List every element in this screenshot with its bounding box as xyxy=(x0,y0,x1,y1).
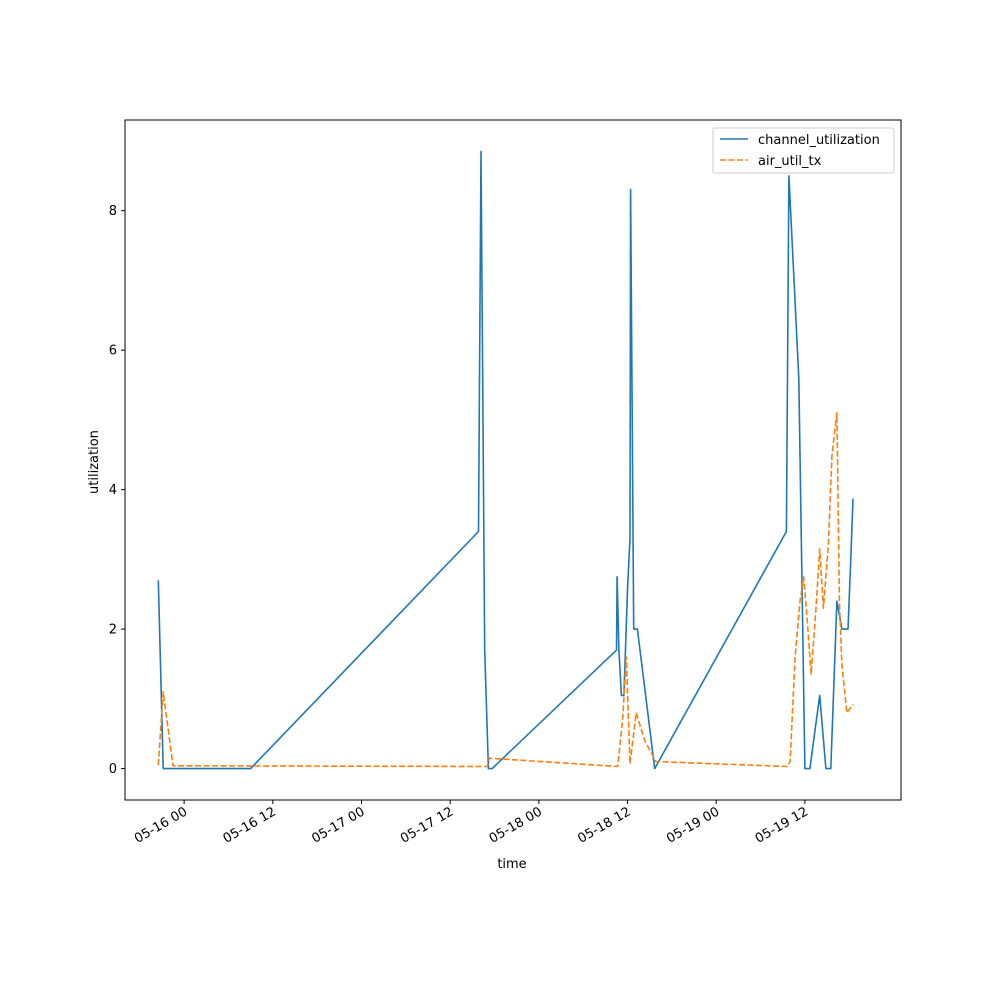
x-tick-label: 05-18 00 xyxy=(487,804,545,846)
y-tick-label: 0 xyxy=(109,762,117,777)
x-tick-label: 05-19 12 xyxy=(753,804,811,846)
x-tick-label: 05-18 12 xyxy=(575,804,633,846)
legend: channel_utilization air_util_tx xyxy=(712,127,895,174)
y-tick-label: 6 xyxy=(109,344,117,359)
series-line-channel-utilization xyxy=(157,150,854,770)
series-line-air-util-tx xyxy=(157,412,854,768)
y-tick-label: 2 xyxy=(109,623,117,638)
x-axis-label: time xyxy=(497,857,526,872)
y-tick-label: 4 xyxy=(109,483,117,498)
x-tick-label: 05-19 00 xyxy=(664,804,722,846)
x-tick-label: 05-17 00 xyxy=(309,804,367,846)
y-axis-label: utilization xyxy=(87,430,102,494)
legend-box xyxy=(712,127,895,174)
x-tick-label: 05-16 00 xyxy=(132,804,190,846)
y-tick-label: 8 xyxy=(109,204,117,219)
y-axis-ticks: 0 2 4 6 8 xyxy=(109,204,125,777)
legend-label-air-util-tx: air_util_tx xyxy=(758,154,822,169)
legend-label-channel-utilization: channel_utilization xyxy=(758,133,880,148)
plot-marks xyxy=(157,150,854,770)
x-tick-label: 05-17 12 xyxy=(398,804,456,846)
axes-frame xyxy=(124,119,902,801)
x-tick-label: 05-16 12 xyxy=(221,804,279,846)
x-axis-ticks: 05-16 00 05-16 12 05-17 00 05-17 12 05-18 00… xyxy=(132,800,811,847)
